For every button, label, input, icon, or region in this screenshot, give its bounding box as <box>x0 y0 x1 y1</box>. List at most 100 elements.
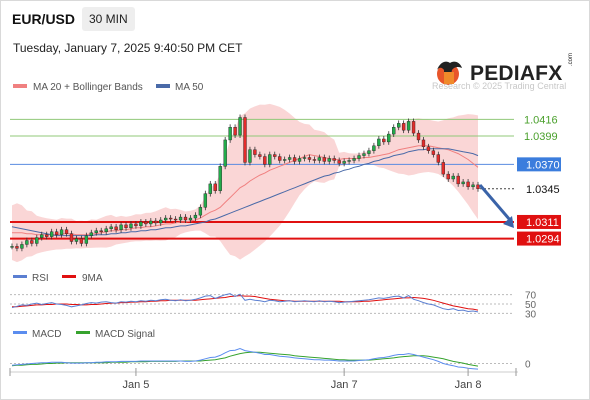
rsi-ma-line <box>12 295 479 311</box>
candle-body <box>49 231 54 237</box>
candle-body <box>74 238 79 242</box>
candle-body <box>124 224 128 229</box>
candle-body <box>154 220 158 224</box>
symbol-label: EUR/USD <box>12 11 76 27</box>
rsi-level-label: 50 <box>525 300 537 311</box>
candle-body <box>228 127 232 141</box>
candle-body <box>263 156 267 165</box>
macd-signal-legend-swatch <box>76 331 90 334</box>
candle-body <box>84 235 89 244</box>
candle-body <box>287 157 292 160</box>
candle-body <box>218 166 222 191</box>
candle-body <box>109 226 113 230</box>
level-labels: 1.0416 1.0399 1.0370 1.0345 1.0311 1.0294 <box>517 114 561 246</box>
candle-body <box>347 160 351 162</box>
candle-body <box>104 228 108 232</box>
candle-body <box>278 156 282 161</box>
candle-body <box>208 183 212 194</box>
target-2-label: 1.0294 <box>526 234 560 246</box>
ma20-legend-swatch <box>13 84 27 88</box>
time-tick-label: Jan 8 <box>455 379 482 391</box>
rsi-legend-label: RSI <box>32 273 49 284</box>
time-ticks: Jan 5 Jan 7 Jan 8 <box>122 368 482 391</box>
candle-body <box>119 224 123 230</box>
candle-body <box>223 139 227 167</box>
macd-zero-label: 0 <box>525 360 531 371</box>
candle-body <box>238 117 242 136</box>
candle-body <box>436 154 441 163</box>
candle-body <box>149 220 153 225</box>
timeframe-button[interactable]: 30 MIN <box>82 7 135 31</box>
candle-body <box>446 173 450 180</box>
candle-body <box>401 123 406 131</box>
candle-body <box>357 155 361 159</box>
candle-body <box>164 217 168 221</box>
candle-body <box>40 234 44 238</box>
rsi-ma-legend-label: 9MA <box>82 273 103 284</box>
candle-body <box>178 216 183 221</box>
candle-body <box>35 237 39 244</box>
candle-body <box>45 234 49 237</box>
candle-body <box>64 229 69 234</box>
candle-body <box>421 139 426 147</box>
candle-body <box>362 153 366 156</box>
candle-body <box>59 229 64 235</box>
candle-body <box>144 221 148 225</box>
resistance-1-label: 1.0399 <box>524 131 558 143</box>
candle-body <box>129 223 133 229</box>
candle-body <box>387 133 391 143</box>
candle-body <box>342 161 346 164</box>
candle-body <box>159 219 163 224</box>
target-2-label-box <box>517 231 561 246</box>
candle-body <box>25 240 29 245</box>
candle-body <box>397 123 401 128</box>
candle-body <box>193 214 198 219</box>
candle-body <box>168 217 173 220</box>
candle-body <box>327 158 331 162</box>
copyright-watermark: Research © 2025 Trading Central <box>432 81 567 91</box>
candle-body <box>10 246 14 248</box>
candle-body <box>416 132 421 141</box>
candle-body <box>456 175 460 185</box>
candle-body <box>367 150 371 154</box>
candle-body <box>233 127 237 136</box>
ma50-legend-swatch <box>156 84 170 88</box>
pediafx-logo: PEDIAFX .com <box>432 53 582 92</box>
candle-body <box>372 145 376 151</box>
candle-body <box>431 150 436 155</box>
candle-body <box>89 232 93 236</box>
ma20-legend-label: MA 20 + Bollinger Bands <box>33 82 143 93</box>
rsi-ma-legend-swatch <box>62 275 76 278</box>
macd-signal-legend-label: MACD Signal <box>95 329 155 340</box>
candle-body <box>253 149 257 155</box>
candle-body <box>139 221 143 227</box>
bull-logo-icon <box>437 61 462 85</box>
candle-body <box>183 216 188 221</box>
candle-body <box>332 158 336 161</box>
rsi-level-label: 30 <box>525 309 537 320</box>
candle-body <box>213 183 217 191</box>
candle-body <box>322 157 326 162</box>
candle-body <box>30 240 34 244</box>
logo-text: PEDIAFX <box>470 62 563 85</box>
target-1-label-box <box>517 214 561 229</box>
candle-body <box>317 157 322 161</box>
rsi-legend-swatch <box>13 275 27 278</box>
candle-body <box>382 138 386 143</box>
candle-body <box>406 121 411 131</box>
pivot-label-box <box>517 157 561 172</box>
price-levels <box>10 118 514 240</box>
candle-body <box>337 160 341 164</box>
candle-body <box>203 193 208 208</box>
candle-body <box>411 121 416 134</box>
candle-body <box>471 184 475 188</box>
macd-legend-label: MACD <box>32 329 61 340</box>
candle-body <box>451 175 455 180</box>
candle-body <box>258 154 262 157</box>
candle-body <box>268 154 272 165</box>
timestamp: Tuesday, January 7, 2025 9:40:50 PM CET <box>13 41 243 55</box>
candle-body <box>476 184 480 189</box>
time-tick-label: Jan 7 <box>331 379 358 391</box>
rsi-level-label: 70 <box>525 291 537 302</box>
macd-signal-line <box>11 351 479 367</box>
